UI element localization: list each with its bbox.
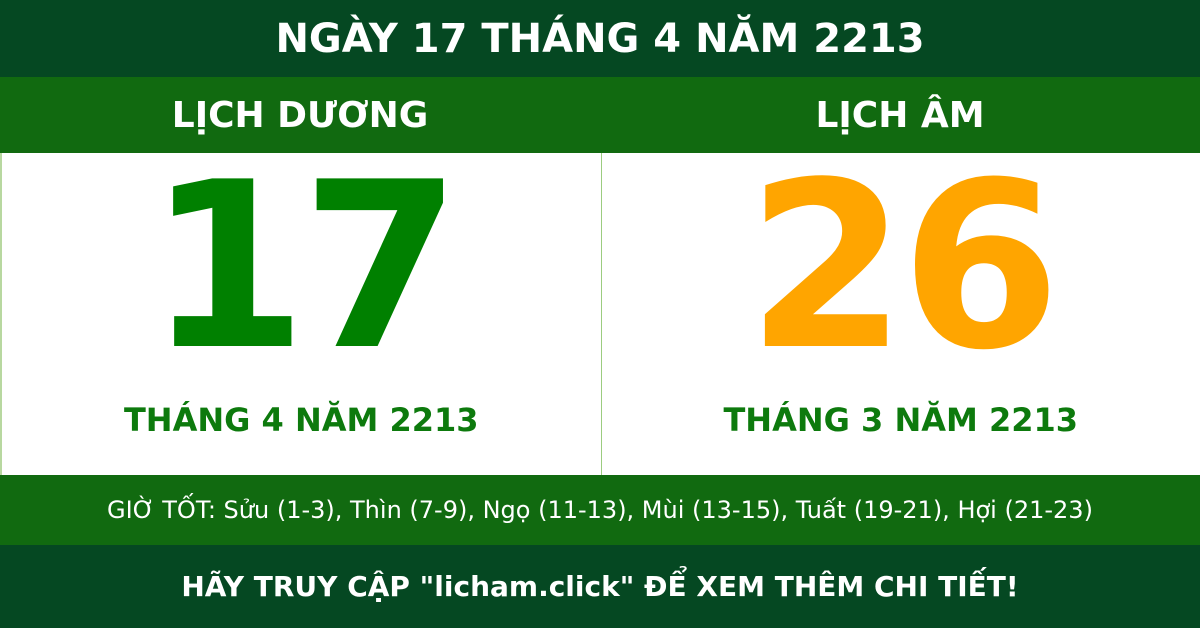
lunar-calendar-label: LỊCH ÂM <box>815 94 985 136</box>
lunar-column: 26 THÁNG 3 NĂM 2213 <box>602 153 1200 475</box>
lunar-day: 26 <box>746 134 1061 401</box>
solar-month-year: THÁNG 4 NĂM 2213 <box>123 401 479 439</box>
page-title: NGÀY 17 THÁNG 4 NĂM 2213 <box>0 0 1200 77</box>
footer-call-to-action: HÃY TRUY CẬP "licham.click" ĐỂ XEM THÊM … <box>0 545 1200 628</box>
solar-day: 17 <box>147 134 461 401</box>
calendar-headers: LỊCH DƯƠNG LỊCH ÂM <box>0 77 1200 153</box>
solar-column: 17 THÁNG 4 NĂM 2213 <box>2 153 602 475</box>
solar-calendar-label: LỊCH DƯƠNG <box>171 94 429 136</box>
good-hours: GIỜ TỐT: Sửu (1-3), Thìn (7-9), Ngọ (11-… <box>0 475 1200 545</box>
calendar-body: 17 THÁNG 4 NĂM 2213 26 THÁNG 3 NĂM 2213 <box>0 153 1200 475</box>
lunar-month-year: THÁNG 3 NĂM 2213 <box>723 401 1079 439</box>
